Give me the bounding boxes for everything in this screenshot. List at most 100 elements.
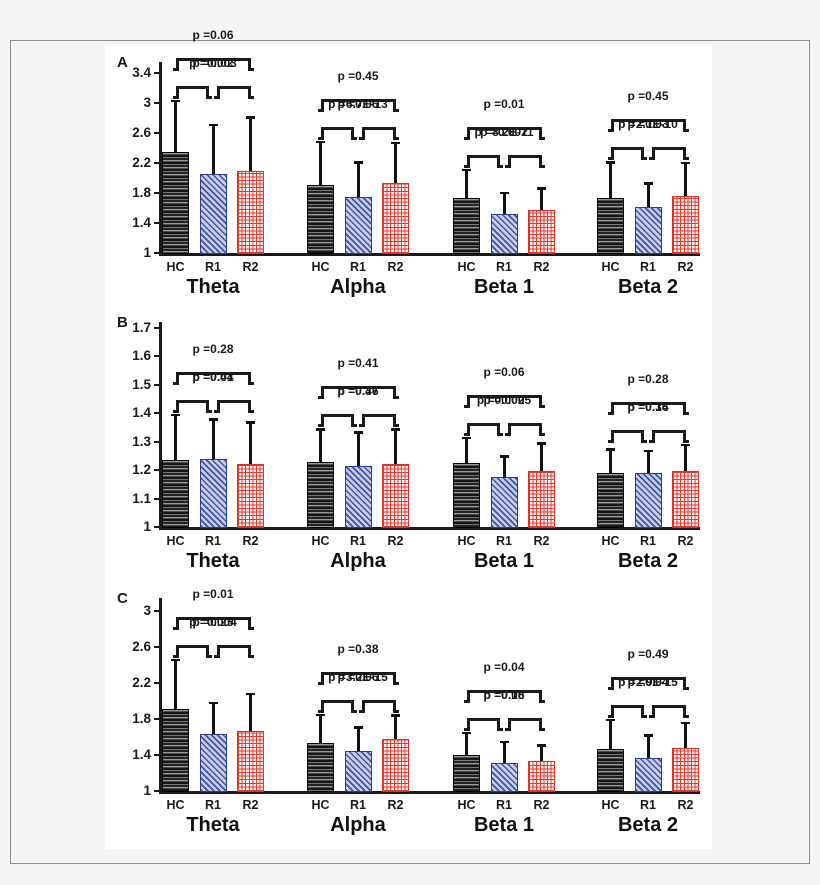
y-tick-label: 3 — [143, 95, 151, 111]
error-bar-cap — [391, 141, 400, 145]
error-bar-cap — [681, 721, 690, 725]
group-label-theta: Theta — [186, 276, 240, 298]
y-tick-label: 1 — [143, 519, 151, 534]
bar-r1-alpha — [344, 750, 372, 792]
y-tick-label: 1.4 — [132, 215, 151, 231]
x-tick-label: R2 — [242, 260, 259, 274]
bracket-hc-r2 — [172, 57, 254, 71]
y-tick-label: 1.8 — [132, 711, 151, 727]
y-tick-mark — [154, 252, 159, 254]
error-bar — [174, 660, 177, 716]
bar-r2-beta2 — [672, 196, 699, 254]
y-tick-label: 1.8 — [132, 185, 151, 201]
x-tick-label: HC — [311, 534, 330, 548]
bar-r2-beta1 — [528, 471, 555, 528]
bracket-r1-r2 — [359, 699, 398, 713]
y-tick-mark — [154, 790, 159, 792]
x-tick-label: HC — [457, 260, 476, 274]
x-axis-line — [159, 253, 700, 256]
y-tick-label: 2.6 — [132, 125, 151, 141]
x-tick-label: R2 — [677, 798, 694, 812]
bracket-hc-r2 — [317, 98, 399, 112]
y-tick-mark — [154, 412, 159, 415]
error-bar-cap — [537, 187, 546, 190]
p-label-hc-r2: p =0.28 — [627, 371, 669, 386]
y-axis-line — [159, 322, 162, 529]
error-bar — [502, 193, 506, 221]
bar-r2-beta1 — [528, 209, 555, 254]
y-tick-mark — [154, 497, 159, 500]
x-tick-label: HC — [166, 260, 185, 274]
bar-r1-beta2 — [634, 472, 662, 528]
group-label-beta-1: Beta 1 — [473, 550, 535, 572]
x-tick-label: HC — [601, 260, 620, 274]
error-bar-cap — [606, 448, 615, 451]
p-label-hc-r2: p =0.45 — [337, 68, 379, 83]
panel-label-b: B — [117, 314, 128, 331]
bracket-hc-r1 — [317, 126, 357, 140]
x-tick-label: R2 — [533, 260, 550, 274]
y-tick-label: 1 — [143, 245, 151, 260]
bracket-hc-r1 — [317, 414, 357, 428]
error-bar — [684, 163, 687, 203]
error-bar — [502, 457, 506, 484]
error-bar-cap — [537, 744, 546, 747]
bracket-hc-r2 — [172, 371, 254, 385]
bracket-hc-r1 — [172, 644, 212, 658]
x-tick-label: HC — [601, 534, 620, 548]
p-label-hc-r2: p =0.49 — [627, 646, 669, 661]
bar-r1-beta1 — [490, 477, 518, 528]
bracket-hc-r2 — [607, 119, 689, 133]
y-tick-label: 2.2 — [132, 155, 151, 171]
bracket-hc-r2 — [463, 126, 545, 140]
x-tick-label: R1 — [640, 798, 656, 812]
error-bar — [319, 715, 322, 749]
bar-hc-alpha — [307, 742, 334, 792]
bar-hc-beta1 — [453, 198, 480, 254]
y-tick-mark — [154, 682, 159, 685]
group-label-beta-1: Beta 1 — [473, 814, 535, 836]
bar-r1-beta2 — [634, 206, 662, 254]
y-tick-label: 3.4 — [132, 65, 151, 81]
x-tick-label: HC — [311, 798, 330, 812]
bar-r1-theta — [199, 174, 227, 254]
error-bar — [356, 433, 360, 472]
bar-r1-alpha — [344, 465, 372, 528]
error-bar — [646, 184, 650, 213]
error-bar-cap — [681, 161, 690, 165]
bar-hc-theta — [162, 709, 189, 792]
y-tick-mark — [154, 610, 159, 613]
bracket-r1-r2 — [359, 414, 398, 428]
bar-hc-beta2 — [597, 472, 624, 528]
y-tick-label: 1.4 — [132, 747, 151, 763]
bar-r2-beta2 — [672, 471, 699, 528]
p-label-hc-r2: p =0.28 — [192, 341, 234, 356]
y-tick-mark — [154, 718, 159, 721]
error-bar-cap — [171, 413, 180, 417]
x-tick-label: R2 — [533, 798, 550, 812]
error-bar-cap — [208, 701, 218, 705]
bracket-r1-r2 — [359, 126, 398, 140]
error-bar — [319, 142, 322, 191]
group-label-alpha: Alpha — [330, 550, 386, 572]
bracket-r1-r2 — [649, 147, 688, 161]
bar-hc-alpha — [307, 184, 334, 254]
y-tick-mark — [154, 102, 159, 105]
bar-r1-beta1 — [490, 763, 518, 792]
y-tick-mark — [154, 754, 159, 757]
error-bar — [211, 420, 215, 465]
y-tick-mark — [154, 222, 159, 225]
group-label-theta: Theta — [186, 814, 240, 836]
x-tick-label: HC — [166, 534, 185, 548]
error-bar-cap — [353, 726, 363, 729]
error-bar — [684, 723, 687, 754]
error-bar-cap — [208, 418, 218, 421]
x-tick-label: R1 — [350, 260, 366, 274]
bar-r1-beta1 — [490, 214, 518, 254]
bracket-hc-r1 — [172, 399, 212, 413]
p-label-hc-r2: p =0.01 — [192, 586, 234, 601]
y-tick-label: 1.5 — [132, 376, 151, 392]
x-tick-label: R2 — [387, 798, 404, 812]
bracket-hc-r2 — [463, 689, 545, 703]
p-label-hc-r2: p =0.38 — [337, 641, 379, 656]
